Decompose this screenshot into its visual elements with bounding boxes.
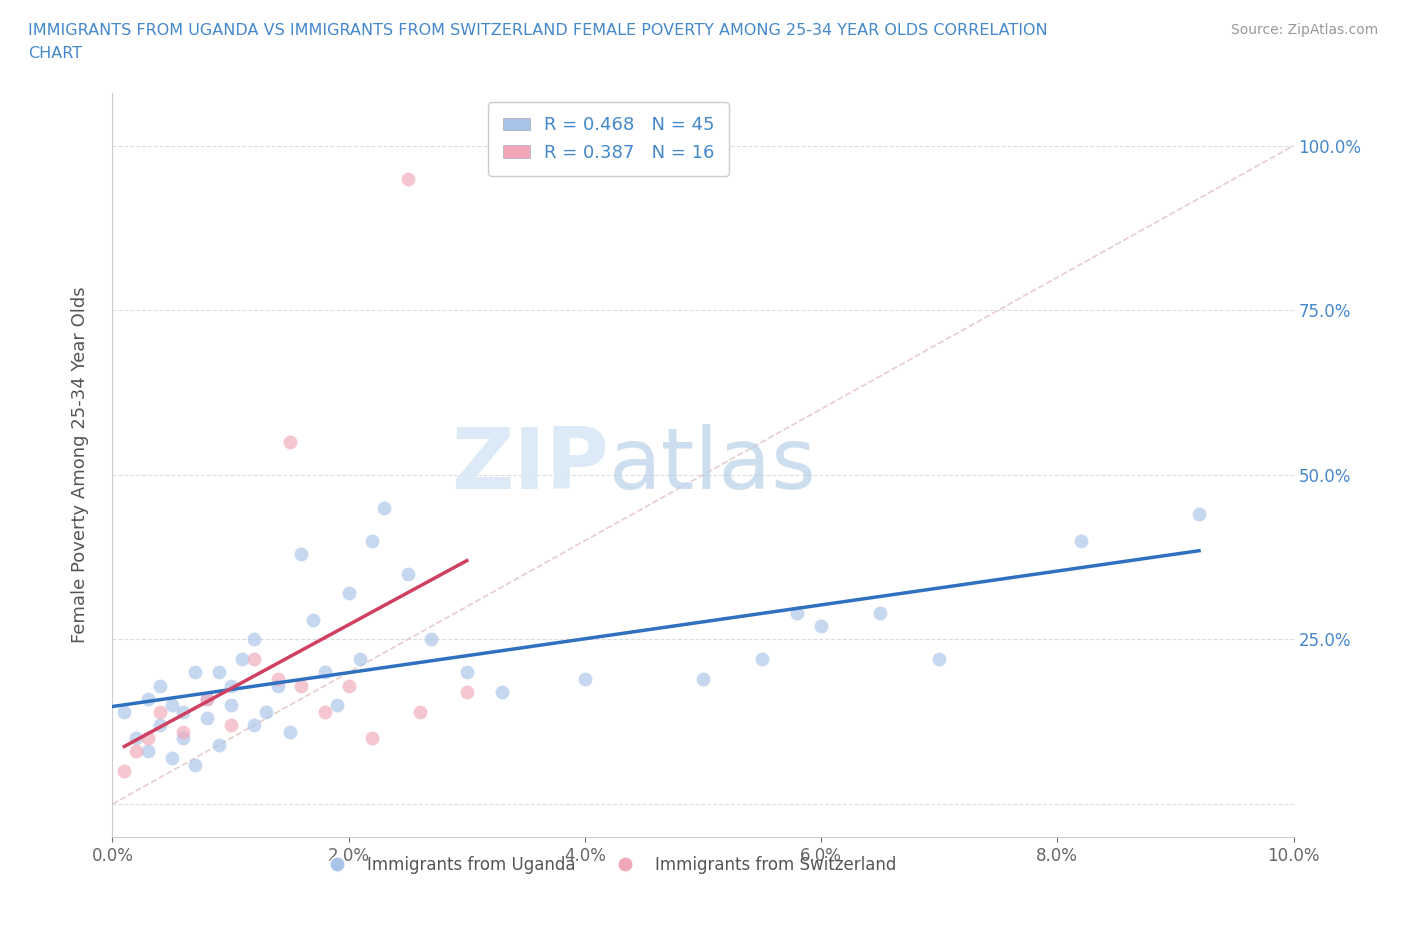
Point — [149, 718, 172, 733]
Point — [1070, 533, 1092, 548]
Point — [361, 731, 384, 746]
Y-axis label: Female Poverty Among 25-34 Year Olds: Female Poverty Among 25-34 Year Olds — [70, 286, 89, 644]
Point — [195, 691, 218, 706]
Point — [208, 665, 231, 680]
Text: ZIP: ZIP — [451, 423, 609, 507]
Point — [692, 671, 714, 686]
Point — [112, 704, 135, 719]
Point — [112, 764, 135, 778]
Point — [160, 698, 183, 712]
Point — [928, 652, 950, 667]
Point — [172, 731, 194, 746]
Point — [254, 704, 277, 719]
Point — [136, 744, 159, 759]
Point — [408, 704, 430, 719]
Point — [326, 698, 349, 712]
Point — [172, 704, 194, 719]
Point — [373, 500, 395, 515]
Point — [869, 605, 891, 620]
Point — [314, 704, 336, 719]
Point — [278, 724, 301, 739]
Point — [219, 678, 242, 693]
Point — [125, 731, 148, 746]
Point — [751, 652, 773, 667]
Text: atlas: atlas — [609, 423, 817, 507]
Point — [243, 632, 266, 647]
Point — [267, 671, 290, 686]
Point — [1188, 507, 1211, 522]
Point — [160, 751, 183, 765]
Text: IMMIGRANTS FROM UGANDA VS IMMIGRANTS FROM SWITZERLAND FEMALE POVERTY AMONG 25-34: IMMIGRANTS FROM UGANDA VS IMMIGRANTS FRO… — [28, 23, 1047, 38]
Point — [149, 678, 172, 693]
Point — [349, 652, 371, 667]
Point — [337, 678, 360, 693]
Point — [302, 612, 325, 627]
Text: Source: ZipAtlas.com: Source: ZipAtlas.com — [1230, 23, 1378, 37]
Point — [219, 718, 242, 733]
Point — [195, 691, 218, 706]
Point — [149, 704, 172, 719]
Point — [290, 547, 312, 562]
Point — [456, 684, 478, 699]
Point — [786, 605, 808, 620]
Point — [172, 724, 194, 739]
Legend: Immigrants from Uganda, Immigrants from Switzerland: Immigrants from Uganda, Immigrants from … — [314, 849, 904, 881]
Point — [361, 533, 384, 548]
Point — [184, 757, 207, 772]
Point — [290, 678, 312, 693]
Point — [219, 698, 242, 712]
Point — [184, 665, 207, 680]
Point — [231, 652, 253, 667]
Point — [456, 665, 478, 680]
Point — [243, 652, 266, 667]
Point — [574, 671, 596, 686]
Point — [195, 711, 218, 726]
Point — [136, 731, 159, 746]
Point — [396, 171, 419, 186]
Point — [136, 691, 159, 706]
Text: CHART: CHART — [28, 46, 82, 61]
Point — [810, 618, 832, 633]
Point — [267, 678, 290, 693]
Point — [278, 434, 301, 449]
Point — [491, 684, 513, 699]
Point — [208, 737, 231, 752]
Point — [314, 665, 336, 680]
Point — [243, 718, 266, 733]
Point — [396, 566, 419, 581]
Point — [420, 632, 443, 647]
Point — [337, 586, 360, 601]
Point — [125, 744, 148, 759]
